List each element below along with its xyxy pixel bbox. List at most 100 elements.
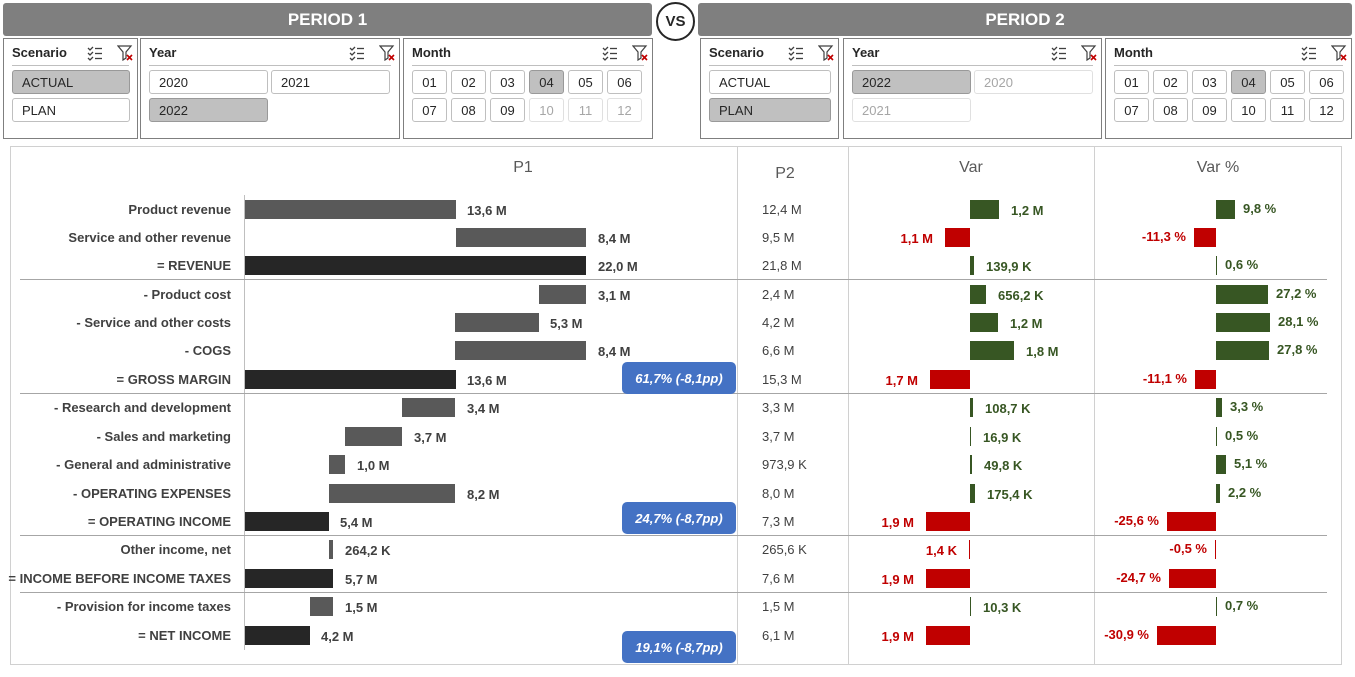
slicer-item-month[interactable]: 05	[1270, 70, 1305, 94]
row-label: - Sales and marketing	[96, 429, 231, 444]
slicer-item-month[interactable]: 03	[1192, 70, 1227, 94]
clear-filter-icon[interactable]	[1081, 45, 1097, 61]
slicer-item-month[interactable]: 10	[1231, 98, 1266, 122]
col-header-var: Var	[959, 159, 983, 176]
multi-select-icon[interactable]	[349, 45, 365, 61]
var-value-label: 1,9 M	[881, 629, 914, 644]
clear-filter-icon[interactable]	[1331, 45, 1347, 61]
row-label: - Service and other costs	[76, 315, 231, 330]
p2-year-slicer: Year 2022 2020 2021	[843, 38, 1102, 139]
col-header-p2: P2	[775, 165, 795, 182]
var-bar	[970, 313, 998, 332]
row-label: - OPERATING EXPENSES	[73, 486, 231, 501]
multi-select-icon[interactable]	[602, 45, 618, 61]
slicer-item-plan[interactable]: PLAN	[709, 98, 831, 122]
var-value-label: 1,2 M	[1010, 316, 1043, 331]
var-pct-label: -30,9 %	[1104, 627, 1149, 642]
p1-value-label: 8,4 M	[598, 231, 631, 246]
var-bar	[970, 256, 974, 275]
slicer-item-month[interactable]: 07	[412, 98, 447, 122]
var-pct-bar	[1216, 256, 1217, 275]
slicer-item-month[interactable]: 05	[568, 70, 603, 94]
p1-value-label: 1,0 M	[357, 458, 390, 473]
slicer-item-month[interactable]: 09	[490, 98, 525, 122]
slicer-item-month[interactable]: 07	[1114, 98, 1149, 122]
slicer-item-month[interactable]: 02	[451, 70, 486, 94]
slicer-item-month[interactable]: 04	[1231, 70, 1266, 94]
slicer-item-2020[interactable]: 2020	[974, 70, 1093, 94]
operating-margin-badge: 24,7% (-8,7pp)	[622, 502, 736, 534]
p1-value-label: 3,4 M	[467, 401, 500, 416]
var-pct-label: 3,3 %	[1230, 399, 1264, 414]
pnl-report-panel	[10, 146, 1342, 665]
var-bar	[970, 285, 986, 304]
var-value-label: 139,9 K	[986, 259, 1032, 274]
var-pct-bar	[1216, 341, 1269, 360]
slicer-item-month[interactable]: 04	[529, 70, 564, 94]
var-bar	[926, 512, 970, 531]
var-pct-bar	[1157, 626, 1216, 645]
slicer-item-month[interactable]: 10	[529, 98, 564, 122]
slicer-item-month[interactable]: 03	[490, 70, 525, 94]
p1-value-label: 8,4 M	[598, 344, 631, 359]
var-pct-label: 27,8 %	[1277, 342, 1318, 357]
slicer-item-month[interactable]: 11	[568, 98, 603, 122]
var-pct-label: 27,2 %	[1276, 286, 1317, 301]
slicer-item-2020[interactable]: 2020	[149, 70, 268, 94]
var-bar	[969, 540, 970, 559]
p2-value: 12,4 M	[762, 202, 802, 217]
slicer-item-month[interactable]: 09	[1192, 98, 1227, 122]
slicer-item-month[interactable]: 12	[1309, 98, 1344, 122]
p1-value-label: 8,2 M	[467, 487, 500, 502]
slicer-item-month[interactable]: 02	[1153, 70, 1188, 94]
var-bar	[930, 370, 970, 389]
multi-select-icon[interactable]	[1051, 45, 1067, 61]
slicer-item-month[interactable]: 06	[1309, 70, 1344, 94]
clear-filter-icon[interactable]	[379, 45, 395, 61]
var-bar	[970, 597, 971, 616]
p1-year-slicer: Year 2020 2021 2022	[140, 38, 400, 139]
slicer-item-month[interactable]: 01	[1114, 70, 1149, 94]
var-value-label: 108,7 K	[985, 401, 1031, 416]
p1-scenario-slicer: Scenario ACTUAL PLAN	[3, 38, 138, 139]
multi-select-icon[interactable]	[87, 45, 103, 61]
row-separator	[20, 279, 1327, 280]
slicer-item-month[interactable]: 01	[412, 70, 447, 94]
row-label: - Product cost	[143, 287, 231, 302]
var-pct-bar	[1195, 370, 1216, 389]
var-value-label: 10,3 K	[983, 600, 1022, 615]
clear-filter-icon[interactable]	[117, 45, 133, 61]
var-bar	[970, 341, 1014, 360]
slicer-item-month[interactable]: 06	[607, 70, 642, 94]
slicer-item-month[interactable]: 08	[1153, 98, 1188, 122]
p1-bar	[329, 455, 345, 474]
clear-filter-icon[interactable]	[818, 45, 834, 61]
p1-value-label: 1,5 M	[345, 600, 378, 615]
slicer-title: Year	[852, 44, 880, 60]
multi-select-icon[interactable]	[1301, 45, 1317, 61]
var-bar	[926, 569, 970, 588]
var-value-label: 1,9 M	[881, 572, 914, 587]
var-value-label: 1,2 M	[1011, 203, 1044, 218]
slicer-title: Month	[412, 44, 451, 60]
row-label: Service and other revenue	[68, 230, 231, 245]
slicer-item-2022[interactable]: 2022	[149, 98, 268, 122]
slicer-item-month[interactable]: 12	[607, 98, 642, 122]
slicer-item-month[interactable]: 11	[1270, 98, 1305, 122]
p1-value-label: 264,2 K	[345, 543, 391, 558]
period1-header: PERIOD 1	[3, 3, 652, 36]
slicer-item-2021[interactable]: 2021	[271, 70, 390, 94]
col-header-p1: P1	[513, 159, 533, 176]
slicer-item-2022[interactable]: 2022	[852, 70, 971, 94]
slicer-item-2021[interactable]: 2021	[852, 98, 971, 122]
multi-select-icon[interactable]	[788, 45, 804, 61]
p2-value: 15,3 M	[762, 372, 802, 387]
slicer-item-actual[interactable]: ACTUAL	[709, 70, 831, 94]
p1-bar	[329, 484, 455, 503]
clear-filter-icon[interactable]	[632, 45, 648, 61]
slicer-item-actual[interactable]: ACTUAL	[12, 70, 130, 94]
var-pct-label: -0,5 %	[1169, 541, 1207, 556]
slicer-item-month[interactable]: 08	[451, 98, 486, 122]
var-pct-label: 0,6 %	[1225, 257, 1259, 272]
slicer-item-plan[interactable]: PLAN	[12, 98, 130, 122]
